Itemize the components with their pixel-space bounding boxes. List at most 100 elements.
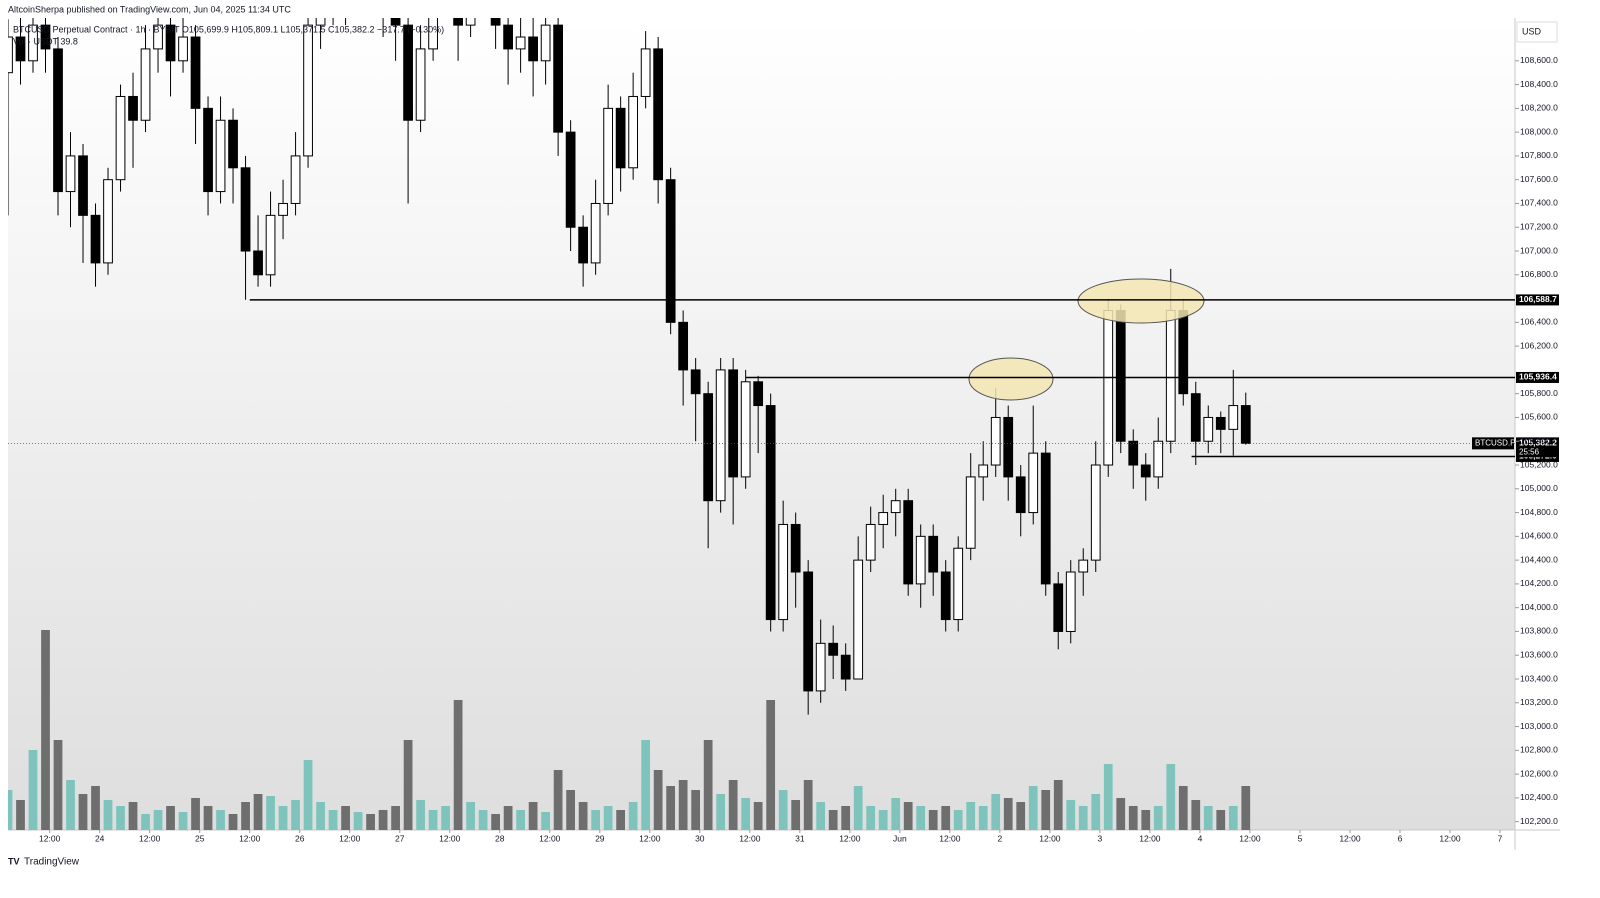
- candle-body: [78, 155, 88, 216]
- candle-body: [403, 24, 413, 121]
- volume-bar: [578, 802, 588, 830]
- x-tick-label: 25: [195, 833, 205, 843]
- candle-body: [1040, 452, 1051, 585]
- volume-bar: [216, 810, 225, 830]
- volume-bar: [353, 812, 363, 830]
- volume-bar: [241, 802, 250, 830]
- x-tick-label: 30: [695, 833, 705, 843]
- candle-body: [8, 36, 13, 74]
- volume-bar: [616, 810, 626, 830]
- y-tick-label: 103,000.0: [1520, 721, 1558, 731]
- y-tick-label: 102,200.0: [1520, 816, 1558, 826]
- x-tick-label: 31: [795, 833, 805, 843]
- volume-bar: [1153, 806, 1163, 830]
- x-tick-label: 6: [1398, 833, 1403, 843]
- volume-legend: Vol · USDT 39.8: [13, 36, 78, 46]
- volume-bar: [153, 810, 163, 830]
- candle-body: [1165, 309, 1176, 442]
- candle-body: [103, 179, 113, 264]
- x-tick-label: 24: [95, 833, 105, 843]
- volume-bar: [691, 790, 701, 830]
- volume-bar: [1203, 806, 1213, 830]
- candle-body: [540, 24, 551, 62]
- candle-body: [503, 24, 513, 50]
- overlay-layer: 106,588.7105,936.4105,272.0105,382.225:5…: [8, 294, 1559, 462]
- volume-bar: [253, 794, 263, 830]
- volume-bar: [266, 796, 275, 830]
- x-tick-label: 27: [395, 833, 405, 843]
- volume-bar: [1028, 786, 1038, 830]
- volume-bar: [741, 798, 751, 830]
- candle-body: [40, 24, 51, 50]
- candle-body: [90, 214, 101, 264]
- volume-bar: [491, 814, 500, 830]
- current-price-box: [1516, 437, 1559, 458]
- candle-body: [728, 369, 739, 478]
- volume-bar: [41, 630, 50, 830]
- volume-bar: [166, 806, 175, 830]
- volume-bar: [453, 700, 463, 830]
- y-tick-label: 103,400.0: [1520, 673, 1558, 683]
- volume-bar: [1003, 798, 1013, 830]
- x-tick-label: 12:00: [39, 833, 61, 843]
- candle-body: [215, 119, 226, 193]
- candle-body: [878, 512, 889, 525]
- volume-bar: [1041, 790, 1051, 830]
- volume-bar: [366, 814, 375, 830]
- y-tick-label: 105,000.0: [1520, 483, 1558, 493]
- x-tick-label: 12:00: [139, 833, 161, 843]
- currency: USD: [1522, 26, 1542, 36]
- candle-body: [840, 654, 851, 680]
- volume-bar: [803, 780, 813, 830]
- candle-body: [190, 36, 201, 109]
- candle-body: [1090, 464, 1101, 561]
- volume-bar: [716, 794, 726, 830]
- volume-bar: [466, 802, 475, 830]
- candle-body: [1190, 393, 1201, 442]
- y-tick-label: 107,800.0: [1520, 150, 1558, 160]
- volume-bar: [191, 798, 200, 830]
- y-tick-label: 106,200.0: [1520, 340, 1558, 350]
- x-tick-label: 2: [998, 833, 1003, 843]
- y-tick-label: 107,200.0: [1520, 221, 1558, 231]
- candle-body: [778, 523, 789, 621]
- x-tick-label: 5: [1298, 833, 1303, 843]
- x-tick-label: 12:00: [239, 833, 261, 843]
- x-tick-label: 26: [295, 833, 305, 843]
- level-label-box: [1516, 371, 1559, 383]
- candle-body: [15, 36, 26, 62]
- volume-bar: [478, 810, 488, 830]
- volume-bar: [753, 802, 763, 830]
- candle-body: [1178, 309, 1189, 395]
- volume-bar: [541, 812, 550, 830]
- candle-body: [1153, 440, 1164, 478]
- price-layer: [8, 18, 1251, 715]
- volume-bar: [403, 740, 413, 830]
- volume-bar: [1141, 810, 1151, 830]
- volume-bar: [103, 800, 113, 830]
- candle-body: [290, 155, 301, 204]
- volume-bar: [16, 800, 25, 830]
- candle-body: [553, 24, 563, 133]
- volume-bar: [553, 770, 563, 830]
- candle-body: [590, 202, 601, 264]
- volume-bar: [278, 806, 288, 830]
- volume-bar: [328, 810, 338, 830]
- candle-body: [640, 48, 651, 97]
- candle-body: [790, 523, 801, 573]
- x-tick-label: 28: [495, 833, 505, 843]
- x-tick-label: 12:00: [839, 833, 861, 843]
- candle-body: [1053, 583, 1064, 632]
- volume-bar: [903, 802, 913, 830]
- candle-body: [953, 547, 964, 621]
- candle-body: [65, 155, 76, 193]
- candle-body: [390, 18, 401, 26]
- y-tick-label: 104,000.0: [1520, 602, 1558, 612]
- volume-bar: [91, 786, 100, 830]
- y-tick-label: 105,200.0: [1520, 459, 1558, 469]
- volume-bar: [1166, 764, 1176, 830]
- y-tick-label: 107,600.0: [1520, 174, 1558, 184]
- candle-body: [853, 559, 864, 680]
